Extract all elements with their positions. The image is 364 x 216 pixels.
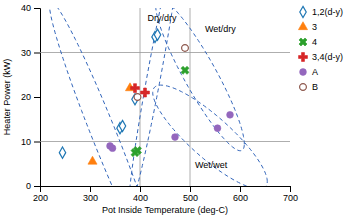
ellipse	[153, 85, 268, 186]
reference-line	[40, 52, 290, 53]
tick-mark	[34, 186, 40, 187]
x-axis-title: Pot Inside Temperature (deg-C)	[102, 205, 228, 215]
tick: 700	[283, 186, 298, 203]
point	[154, 29, 160, 40]
legend-item: 3,4(d-y)	[299, 52, 343, 62]
point	[59, 147, 65, 158]
tick-label: 0	[26, 181, 31, 191]
legend-symbol	[300, 6, 306, 17]
legend-symbol	[300, 84, 307, 91]
tick-label: 600	[233, 193, 248, 203]
point	[131, 84, 140, 93]
tick-label: 400	[133, 193, 148, 203]
tick-mark	[90, 186, 91, 192]
legend-item: 3	[298, 22, 317, 32]
tick-mark	[34, 142, 40, 143]
reference-line	[190, 8, 191, 186]
y-axis-title: Heater Power (kW)	[2, 59, 12, 136]
tick-label: 10	[21, 137, 31, 147]
tick-label: 500	[183, 193, 198, 203]
legend-label: 3,4(d-y)	[312, 52, 343, 62]
ellipse	[129, 8, 181, 186]
tick-label: 20	[21, 92, 31, 102]
annotation: Wet/wet	[195, 160, 228, 170]
point	[134, 94, 141, 101]
tick: 30	[21, 48, 40, 58]
point	[141, 88, 150, 97]
y-axis: 0 10 20 30 40	[21, 3, 41, 191]
point	[214, 125, 221, 132]
tick: 400	[133, 186, 148, 203]
tick: 600	[233, 186, 248, 203]
tick-mark	[34, 8, 40, 9]
ellipse	[156, 8, 245, 151]
x-axis: 200 300 400 500 600 700	[33, 186, 298, 203]
legend-label: 1,2(d-y)	[312, 7, 343, 17]
legend: 1,2(d-y) 3 4 3,4(d-y) AB	[297, 6, 343, 92]
legend-label: 3	[312, 22, 317, 32]
legend-symbol	[299, 53, 308, 62]
tick-label: 700	[283, 193, 298, 203]
axis-line	[41, 187, 291, 193]
point	[109, 145, 116, 152]
point	[172, 134, 179, 141]
tick-label: 40	[21, 3, 31, 13]
annotation: Dry/dry	[148, 13, 177, 23]
tick-mark	[140, 186, 141, 192]
tick-mark	[34, 53, 40, 54]
legend-label: B	[312, 82, 318, 92]
tick-mark	[190, 186, 191, 192]
point	[179, 64, 191, 76]
plot-area	[40, 8, 290, 186]
tick-label: 30	[21, 48, 31, 58]
reference-line	[40, 141, 290, 142]
axis-line	[34, 9, 41, 187]
legend-symbol	[298, 22, 307, 30]
legend-symbol	[297, 36, 309, 48]
point	[88, 156, 97, 164]
tick-label: 300	[83, 193, 98, 203]
legend-item: 1,2(d-y)	[300, 6, 343, 17]
chart: 200 300 400 500 600 700 0 10 20 30 40 Pot Inside Te…	[0, 0, 364, 216]
legend-item: A	[300, 67, 318, 77]
tick: 20	[21, 92, 40, 102]
point	[119, 120, 125, 131]
point	[131, 144, 143, 156]
tick-mark	[34, 97, 40, 98]
point	[227, 111, 234, 118]
tick: 200	[33, 186, 48, 203]
legend-item: 4	[297, 36, 317, 48]
tick-label: 200	[33, 193, 48, 203]
point	[182, 45, 189, 52]
tick: 10	[21, 137, 40, 147]
tick: 300	[83, 186, 98, 203]
tick: 500	[183, 186, 198, 203]
tick-mark	[290, 186, 291, 192]
legend-item: B	[300, 82, 318, 92]
legend-symbol	[300, 69, 307, 76]
tick-mark	[240, 186, 241, 192]
tick: 40	[21, 3, 40, 13]
annotation: Wet/dry	[205, 24, 236, 34]
tick: 0	[26, 181, 40, 191]
legend-label: 4	[312, 37, 317, 47]
legend-label: A	[312, 67, 318, 77]
